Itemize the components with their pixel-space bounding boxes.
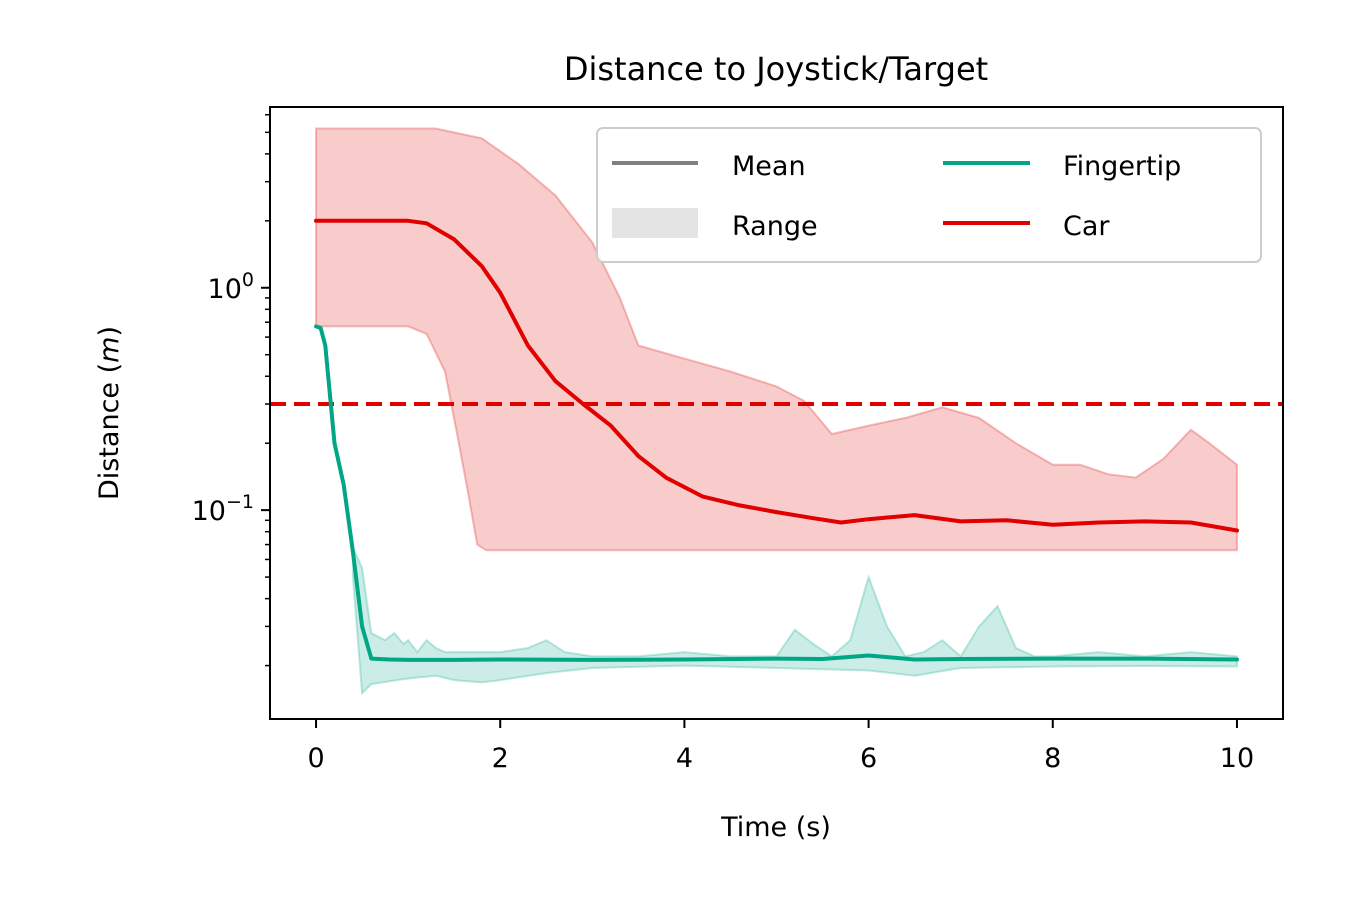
y-tick-label: 100 (208, 269, 254, 305)
x-tick-label: 2 (492, 743, 509, 774)
plot-area (270, 127, 1283, 696)
legend-fingertip-label: Fingertip (1063, 151, 1181, 182)
x-tick-label: 6 (860, 743, 877, 774)
x-tick-label: 4 (676, 743, 693, 774)
legend-range-label: Range (732, 211, 818, 242)
legend-box (596, 127, 1262, 263)
legend-car-label: Car (1063, 211, 1110, 242)
x-tick-label: 8 (1044, 743, 1061, 774)
x-axis-label: Time (s) (720, 812, 831, 843)
x-tick-label: 0 (307, 743, 324, 774)
y-axis-label-text: Distance (94, 382, 125, 500)
axes-frame (269, 106, 1284, 720)
y-tick-label: 10−1 (192, 491, 254, 527)
y-axis-label-unit: m (94, 337, 125, 363)
x-axis: 0 2 4 6 8 10 (307, 719, 1254, 774)
x-tick-label: 10 (1220, 743, 1254, 774)
fingertip-mean-line (314, 324, 1239, 662)
legend-mean-label: Mean (732, 151, 806, 182)
y-axis-label-open: ( (94, 363, 125, 382)
chart-title: Distance to Joystick/Target (564, 50, 988, 88)
legend: Mean Range Fingertip Car (596, 127, 1262, 263)
y-axis-label-close: ) (94, 326, 125, 337)
car-range-band (315, 127, 1238, 552)
legend-range-swatch (612, 208, 698, 238)
y-axis: 100 10−1 (192, 113, 270, 667)
y-axis-label: Distance (m) (94, 326, 125, 500)
car-mean-line (314, 218, 1239, 533)
